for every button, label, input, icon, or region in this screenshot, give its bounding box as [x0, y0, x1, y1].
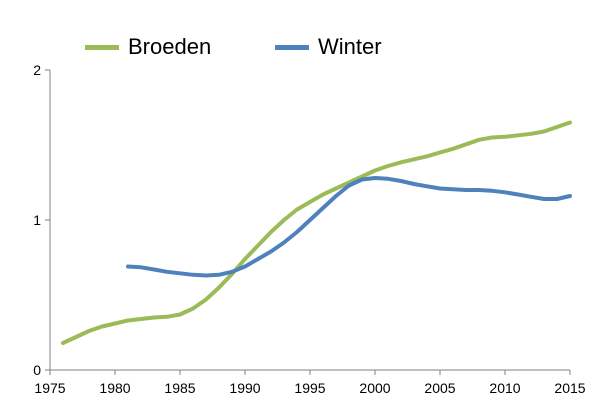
y-tick-label: 2 [33, 62, 41, 78]
legend-item-broeden: Broeden [85, 32, 211, 62]
legend-swatch-winter [275, 44, 309, 50]
axes [45, 69, 571, 375]
legend-label-broeden: Broeden [128, 34, 212, 59]
tick-labels: 0 1 2 1975 1980 1985 1990 1995 2000 2005 2010 2015 [33, 62, 586, 396]
legend-item-winter: Winter [275, 32, 382, 62]
legend: Broeden Winter [0, 32, 600, 62]
x-tick-label: 1995 [294, 380, 325, 396]
x-tick-label: 2010 [489, 380, 520, 396]
x-tick-label: 2005 [424, 380, 455, 396]
series-group [61, 120, 572, 345]
series-line-broeden [61, 120, 572, 345]
x-tick-label: 2000 [359, 380, 390, 396]
legend-label-winter: Winter [318, 34, 382, 59]
x-tick-label: 1975 [34, 380, 65, 396]
x-tick-label: 1980 [99, 380, 130, 396]
y-tick-label: 1 [33, 212, 41, 228]
x-tick-label: 1990 [229, 380, 260, 396]
series-line-winter [126, 176, 572, 278]
x-tick-label: 2015 [554, 380, 585, 396]
x-tick-label: 1985 [164, 380, 195, 396]
y-tick-label: 0 [33, 362, 41, 378]
legend-swatch-broeden [85, 44, 119, 50]
